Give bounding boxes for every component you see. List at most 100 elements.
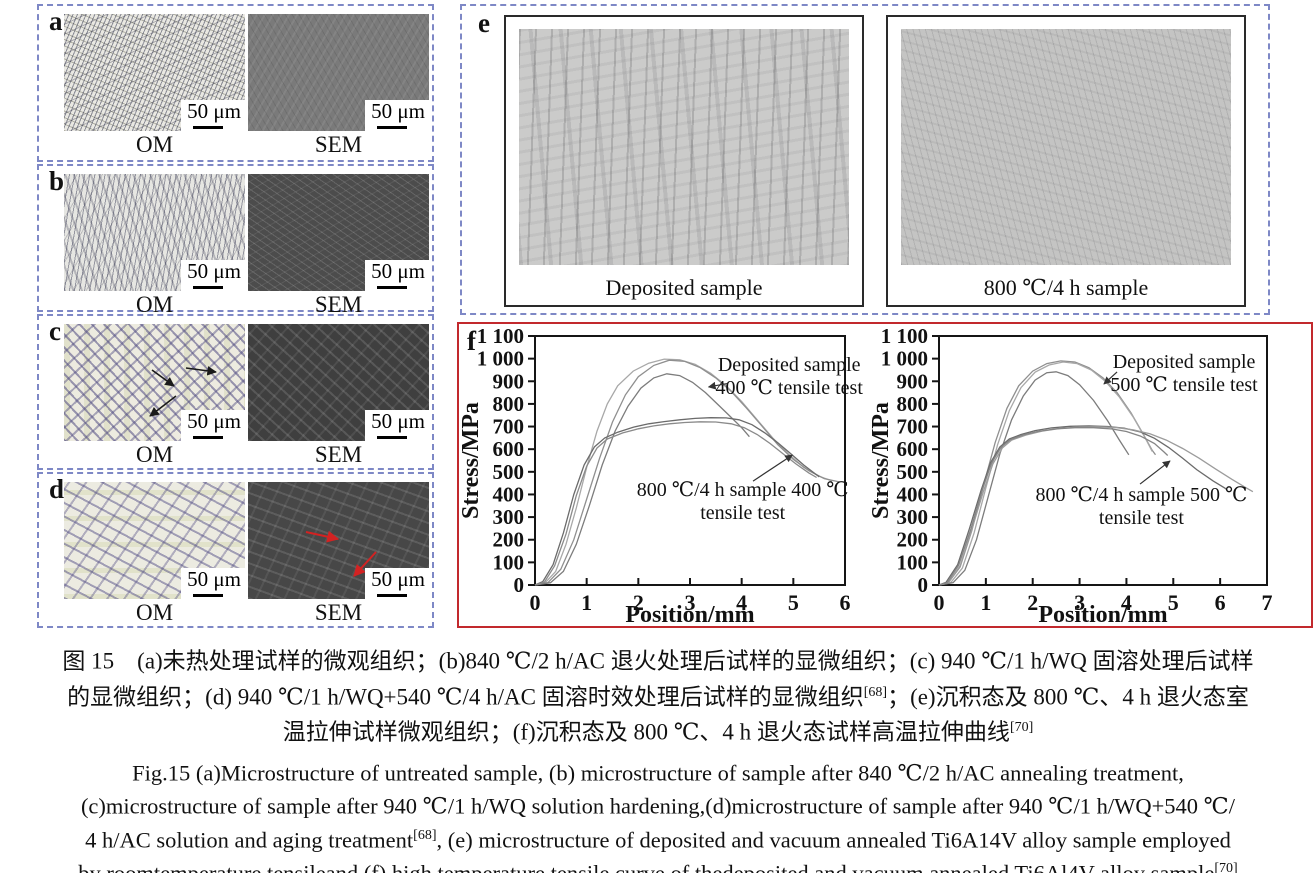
scale-bar xyxy=(377,436,408,439)
scale-bar xyxy=(193,436,224,439)
svg-text:6: 6 xyxy=(1215,590,1226,615)
svg-text:100: 100 xyxy=(493,550,525,574)
scale-chip: 50 μm xyxy=(181,100,245,131)
scale-label: 50 μm xyxy=(371,99,425,123)
svg-text:1 100: 1 100 xyxy=(881,326,928,348)
scale-bar xyxy=(193,594,224,597)
sem-label: SEM xyxy=(314,600,363,625)
caption-cn-line: 温拉伸试样微观组织；(f)沉积态及 800 ℃、4 h 退火态试样高温拉伸曲线[… xyxy=(282,719,1034,745)
svg-text:4: 4 xyxy=(1121,590,1132,615)
svg-text:800 ℃/4 h sample 500 ℃: 800 ℃/4 h sample 500 ℃ xyxy=(1035,484,1247,506)
micrograph-b-sem: 50 μm xyxy=(248,174,429,291)
scale-label: 50 μm xyxy=(371,567,425,591)
svg-text:Deposited sample: Deposited sample xyxy=(1113,351,1256,373)
micrograph-d-sem: 50 μm xyxy=(248,482,429,599)
figure-caption: 图 15 (a)未热处理试样的微观组织；(b)840 ℃/2 h/AC 退火处理… xyxy=(0,641,1316,873)
scale-bar xyxy=(377,594,408,597)
scale-chip: 50 μm xyxy=(181,260,245,291)
svg-text:1 000: 1 000 xyxy=(881,347,928,371)
scale-chip: 50 μm xyxy=(181,410,245,441)
micrograph-a-om: 50 μm xyxy=(64,14,245,131)
panel-c: c 50 μm 50 μm OM SEM xyxy=(37,314,434,470)
panel-e-box-deposited: Deposited sample xyxy=(504,15,864,307)
panel-a: a 50 μm 50 μm OM SEM xyxy=(37,4,434,162)
svg-text:0: 0 xyxy=(514,573,525,597)
svg-text:Stress/MPa: Stress/MPa xyxy=(871,402,894,519)
svg-text:0: 0 xyxy=(530,590,541,615)
scale-label: 50 μm xyxy=(371,409,425,433)
micrograph-caption: Deposited sample xyxy=(605,275,763,300)
svg-text:Position/mm: Position/mm xyxy=(1038,602,1167,626)
svg-text:6: 6 xyxy=(840,590,851,615)
panel-c-letter: c xyxy=(49,316,61,346)
panel-d-letter: d xyxy=(49,474,65,504)
panel-e-box-annealed: 800 ℃/4 h sample xyxy=(886,15,1246,307)
scale-chip: 50 μm xyxy=(365,260,429,291)
svg-text:200: 200 xyxy=(897,528,929,552)
caption-en-line: Fig.15 (a)Microstructure of untreated sa… xyxy=(132,760,1184,786)
scale-label: 50 μm xyxy=(187,259,241,283)
scale-label: 50 μm xyxy=(187,409,241,433)
svg-text:300: 300 xyxy=(493,505,525,529)
svg-text:2: 2 xyxy=(633,590,644,615)
svg-text:1 100: 1 100 xyxy=(477,326,524,348)
svg-text:700: 700 xyxy=(897,415,929,439)
svg-text:400: 400 xyxy=(897,482,929,506)
panel-e-letter: e xyxy=(478,8,490,38)
panel-e: e Deposited sample 800 ℃/4 h sample xyxy=(460,4,1270,315)
svg-text:500: 500 xyxy=(493,460,525,484)
caption-en-line: 4 h/AC solution and aging treatment[68],… xyxy=(85,827,1231,853)
svg-text:3: 3 xyxy=(685,590,696,615)
svg-text:100: 100 xyxy=(897,550,929,574)
svg-text:5: 5 xyxy=(1168,590,1179,615)
micrograph-d-om: 50 μm xyxy=(64,482,245,599)
svg-text:2: 2 xyxy=(1027,590,1038,615)
svg-text:500: 500 xyxy=(897,460,929,484)
svg-text:200: 200 xyxy=(493,528,525,552)
svg-text:900: 900 xyxy=(493,369,525,393)
svg-text:800 ℃/4 h sample 400 ℃: 800 ℃/4 h sample 400 ℃ xyxy=(637,479,849,501)
scale-bar xyxy=(377,126,408,129)
micrograph-b-om: 50 μm xyxy=(64,174,245,291)
svg-text:300: 300 xyxy=(897,505,929,529)
svg-text:Stress/MPa: Stress/MPa xyxy=(461,402,484,519)
om-label: OM xyxy=(135,600,174,625)
svg-text:700: 700 xyxy=(493,415,525,439)
scale-chip: 50 μm xyxy=(365,100,429,131)
svg-text:500 ℃ tensile test: 500 ℃ tensile test xyxy=(1110,374,1258,396)
micrograph-c-om: 50 μm xyxy=(64,324,245,441)
scale-label: 50 μm xyxy=(187,99,241,123)
svg-text:800: 800 xyxy=(897,392,929,416)
panel-f: f 0 1 2 3 4 5 6 0 100 200 300 400 500 600 700 800 900 1 0… xyxy=(457,322,1313,628)
panel-b: b 50 μm 50 μm OM SEM xyxy=(37,164,434,317)
micrograph-a-sem: 50 μm xyxy=(248,14,429,131)
panel-d: d 50 μm 50 μm OM SEM xyxy=(37,472,434,628)
micrograph-caption: 800 ℃/4 h sample xyxy=(983,275,1149,300)
micrograph-c-sem: 50 μm xyxy=(248,324,429,441)
caption-cn-line: 图 15 (a)未热处理试样的微观组织；(b)840 ℃/2 h/AC 退火处理… xyxy=(62,648,1254,674)
caption-cn-line: 的显微组织；(d) 940 ℃/1 h/WQ+540 ℃/4 h/AC 固溶时效… xyxy=(67,684,1249,710)
svg-text:1 000: 1 000 xyxy=(477,347,524,371)
svg-text:1: 1 xyxy=(980,590,991,615)
svg-text:600: 600 xyxy=(493,437,525,461)
panel-f-letter: f xyxy=(467,326,476,356)
svg-text:tensile test: tensile test xyxy=(1099,507,1184,529)
svg-text:Deposited sample: Deposited sample xyxy=(718,354,861,376)
svg-text:400: 400 xyxy=(493,482,525,506)
scale-bar xyxy=(377,286,408,289)
svg-text:0: 0 xyxy=(918,573,929,597)
svg-text:1: 1 xyxy=(581,590,592,615)
om-label: OM xyxy=(135,132,174,157)
panel-a-letter: a xyxy=(49,6,63,36)
panel-b-letter: b xyxy=(49,166,65,196)
om-label: OM xyxy=(135,292,174,317)
sem-label: SEM xyxy=(314,132,363,157)
svg-text:tensile test: tensile test xyxy=(700,502,785,524)
caption-en-line: by roomtemperature tensileand (f) high t… xyxy=(78,861,1238,873)
scale-label: 50 μm xyxy=(187,567,241,591)
svg-text:600: 600 xyxy=(897,437,929,461)
scale-chip: 50 μm xyxy=(365,568,429,599)
sem-label: SEM xyxy=(314,442,363,467)
